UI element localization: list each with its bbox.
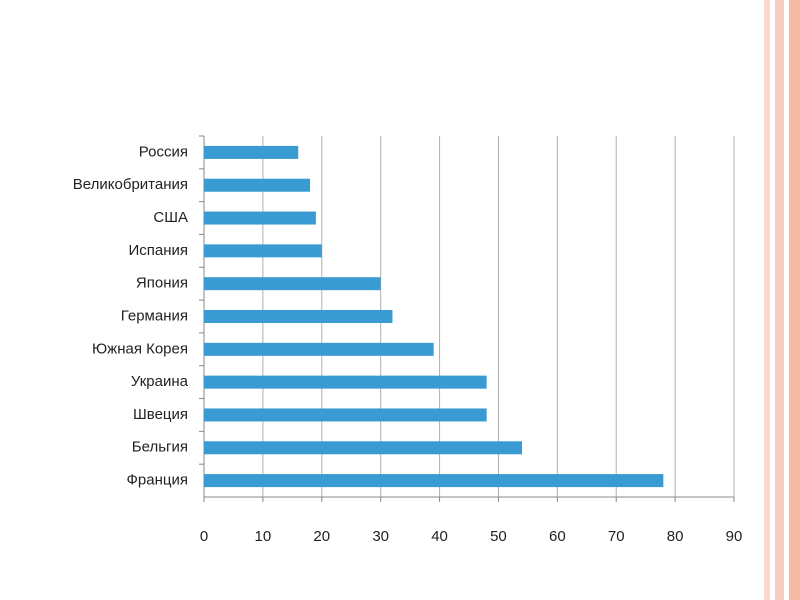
bar (204, 474, 664, 488)
x-tick-label: 0 (200, 528, 208, 545)
y-tick-label: Испания (128, 242, 188, 259)
bar (204, 310, 393, 323)
bar (204, 441, 522, 455)
bar (204, 342, 434, 356)
x-tick-label: 70 (608, 528, 625, 545)
bar (204, 244, 322, 258)
x-tick-label: 20 (313, 528, 330, 545)
y-tick-label: Россия (139, 143, 188, 160)
bar (204, 375, 487, 389)
border-stripe (764, 0, 770, 600)
bar (204, 211, 316, 225)
y-tick-label: Бельгия (132, 439, 188, 456)
x-tick-label: 90 (726, 528, 743, 545)
bar (204, 145, 299, 159)
y-tick-label: Украина (131, 373, 189, 390)
x-tick-label: 10 (255, 528, 272, 545)
bar (204, 178, 310, 192)
y-tick-label: Германия (121, 307, 188, 324)
x-tick-label: 50 (490, 528, 507, 545)
border-stripe (789, 0, 800, 600)
y-tick-label: Франция (127, 472, 188, 489)
bar (204, 277, 381, 291)
x-tick-label: 40 (431, 528, 448, 545)
border-stripe (775, 0, 784, 600)
y-tick-label: Швеция (133, 406, 188, 423)
y-tick-label: Япония (136, 275, 188, 292)
y-tick-label: Великобритания (73, 176, 188, 193)
x-tick-label: 60 (549, 528, 566, 545)
x-tick-label: 80 (667, 528, 684, 545)
bar (204, 408, 487, 422)
y-tick-label: Южная Корея (92, 340, 188, 357)
x-tick-label: 30 (372, 528, 389, 545)
y-tick-label: США (153, 209, 188, 226)
